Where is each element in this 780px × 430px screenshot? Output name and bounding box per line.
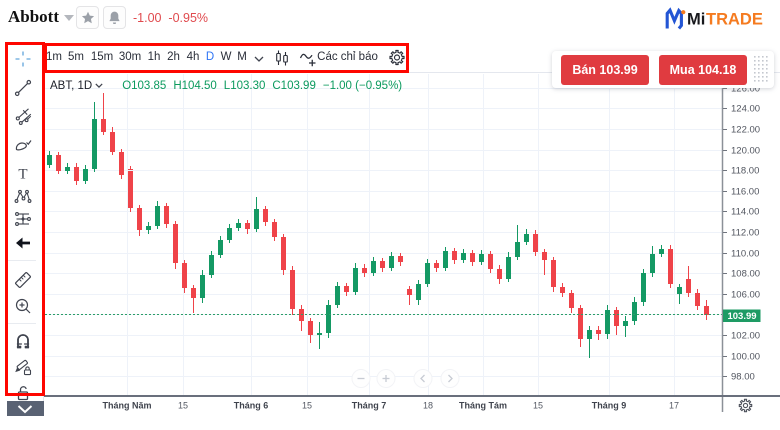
- svg-text:Tháng 6: Tháng 6: [234, 401, 269, 411]
- svg-text:112.00: 112.00: [731, 228, 759, 239]
- svg-text:108.00: 108.00: [731, 269, 760, 280]
- svg-text:106.00: 106.00: [731, 290, 760, 301]
- svg-text:Mi: Mi: [687, 11, 705, 29]
- svg-text:Tháng 9: Tháng 9: [592, 401, 627, 411]
- svg-text:116.00: 116.00: [731, 187, 759, 198]
- svg-text:124.00: 124.00: [731, 104, 760, 115]
- svg-text:Tháng 7: Tháng 7: [352, 401, 387, 411]
- svg-text:15: 15: [302, 401, 312, 411]
- svg-text:98.00: 98.00: [731, 372, 755, 383]
- svg-text:100.00: 100.00: [731, 352, 760, 363]
- svg-text:18: 18: [423, 401, 433, 411]
- svg-text:126.00: 126.00: [731, 84, 760, 95]
- svg-text:114.00: 114.00: [731, 207, 759, 218]
- svg-text:110.00: 110.00: [731, 249, 759, 260]
- svg-text:TRADE: TRADE: [706, 11, 763, 29]
- svg-text:Tháng Tám: Tháng Tám: [459, 401, 507, 411]
- svg-text:122.00: 122.00: [731, 125, 760, 136]
- svg-text:15: 15: [533, 401, 543, 411]
- svg-text:15: 15: [178, 401, 188, 411]
- svg-text:103.99: 103.99: [727, 311, 756, 322]
- svg-text:102.00: 102.00: [731, 331, 760, 342]
- svg-text:Tháng Năm: Tháng Năm: [102, 401, 151, 411]
- svg-text:118.00: 118.00: [731, 166, 759, 177]
- svg-text:T: T: [18, 166, 27, 182]
- svg-text:17: 17: [669, 401, 679, 411]
- svg-text:120.00: 120.00: [731, 146, 760, 157]
